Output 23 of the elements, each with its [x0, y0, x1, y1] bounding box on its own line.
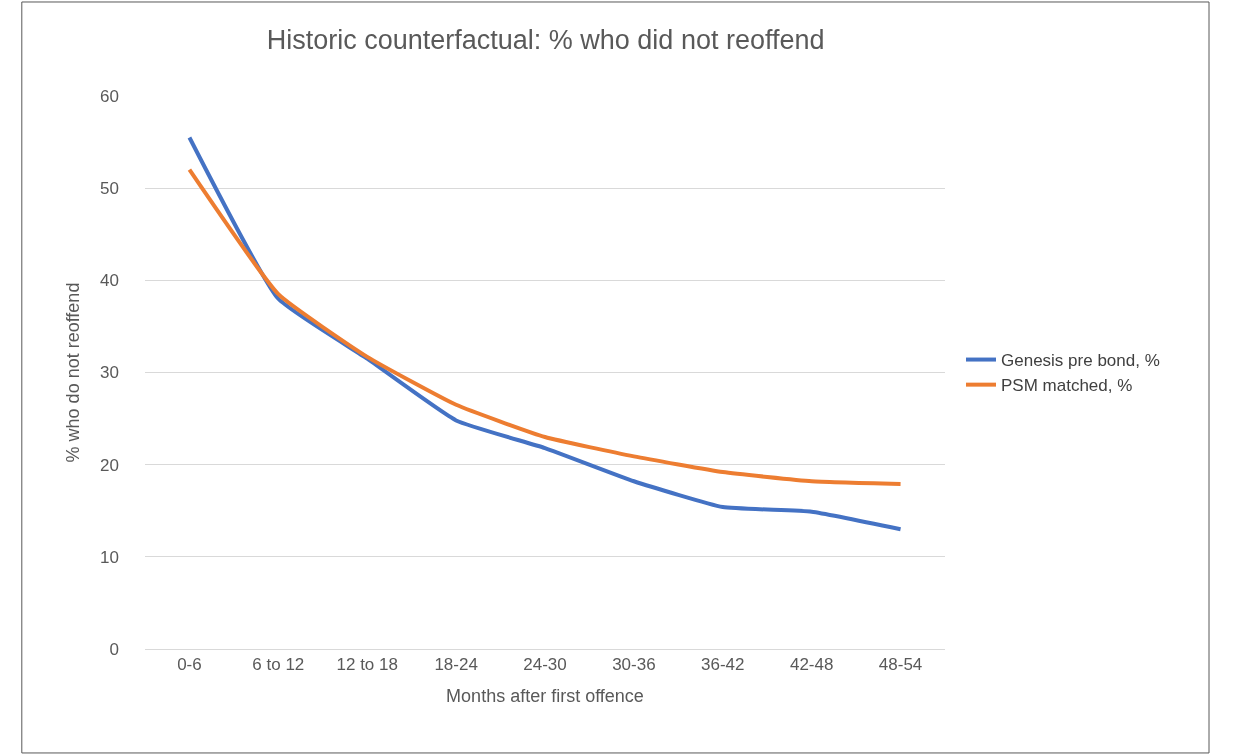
x-tick-label: 18-24 — [434, 655, 478, 675]
y-tick-label: 50 — [100, 179, 119, 199]
x-tick-label: 36-42 — [701, 655, 745, 675]
x-axis-title: Months after first offence — [446, 685, 644, 706]
y-tick-label: 10 — [100, 547, 119, 567]
x-tick-label: 30-36 — [612, 655, 656, 675]
x-tick-label: 24-30 — [523, 655, 567, 675]
y-tick-label: 0 — [109, 639, 119, 659]
y-tick-label: 60 — [100, 86, 119, 106]
x-tick-label: 48-54 — [878, 655, 923, 675]
y-tick-label: 20 — [100, 455, 119, 475]
legend-label: Genesis pre bond, % — [1001, 351, 1160, 371]
y-tick-label: 30 — [100, 363, 119, 383]
x-tick-label: 6 to 12 — [252, 655, 305, 675]
y-axis-title: % who do not reoffend — [63, 282, 84, 463]
chart-title: Historic counterfactual: % who did not reoffend — [266, 25, 825, 56]
y-tick-label: 40 — [100, 271, 119, 291]
legend-label: PSM matched, % — [1001, 376, 1133, 396]
x-tick-label: 42-48 — [789, 655, 834, 675]
x-tick-label: 12 to 18 — [336, 655, 398, 675]
x-tick-label: 0-6 — [177, 655, 202, 675]
line-series — [187, 167, 903, 487]
line-series — [187, 135, 903, 532]
